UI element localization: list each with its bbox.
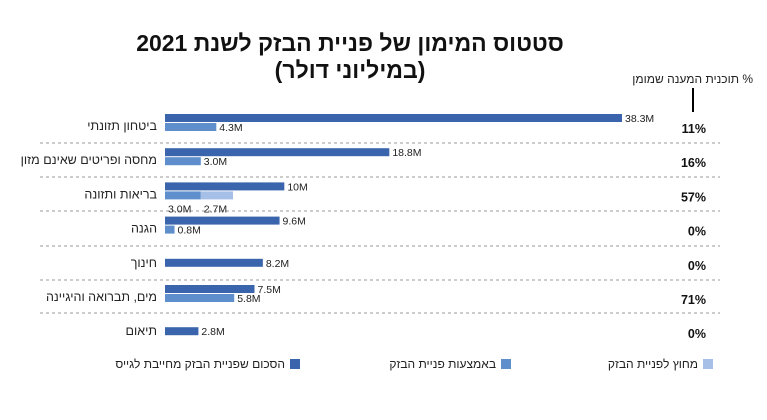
data-label-through-appeal: 5.8M (237, 293, 260, 305)
data-label-through-appeal: 3.0M (168, 203, 191, 215)
percent-funded-value: 57% (681, 190, 706, 204)
percent-header-tick (692, 88, 694, 112)
legend-label: מחוץ לפניית הבזק (608, 357, 698, 371)
bar-through-appeal (165, 294, 235, 302)
legend-label: באמצעות פניית הבזק (389, 357, 496, 371)
category-label: ביטחון תזונתי (87, 119, 157, 133)
data-label-required: 38.3M (625, 113, 654, 125)
data-label-required: 8.2M (266, 258, 289, 270)
data-label-through-appeal: 3.0M (204, 156, 227, 168)
category-label: חינוך (131, 256, 157, 270)
bar-through-appeal (165, 157, 201, 166)
legend-label: הסכום שפניית הבזק מחייבת לגייס (115, 357, 285, 371)
bar-through-appeal (165, 123, 217, 131)
bar-required (165, 182, 285, 191)
category-label: מים, תברואה והיגיינה (46, 290, 157, 304)
bar-through-appeal (165, 191, 201, 200)
percent-funded-value: 16% (681, 156, 706, 170)
percent-funded-value: 0% (688, 225, 706, 239)
percent-funded-header: % תוכנית המענה שמומן (632, 72, 753, 86)
bar-through-appeal (165, 225, 175, 234)
bar-required (165, 216, 280, 225)
bar-required (165, 148, 390, 157)
percent-funded-value: 0% (688, 327, 706, 341)
data-label-through-appeal: 4.3M (219, 122, 242, 134)
category-label: הגנה (131, 222, 157, 236)
data-label-required: 9.6M (283, 216, 306, 228)
percent-funded-value: 11% (682, 122, 706, 136)
category-label: תיאום (126, 324, 157, 338)
category-label: בריאות ותזונה (84, 187, 157, 201)
percent-funded-value: 0% (688, 259, 706, 273)
bar-required (165, 327, 199, 336)
legend-swatch (290, 359, 300, 369)
data-label-required: 7.5M (257, 284, 280, 296)
chart-title: סטטוס המימון של פניית הבזק לשנת 2021 (במ… (130, 30, 570, 84)
category-label: מחסה ופריטים שאינם מזון (21, 153, 157, 167)
data-label-required: 18.8M (392, 147, 421, 159)
legend-swatch (703, 359, 713, 369)
percent-funded-value: 71% (681, 293, 706, 307)
data-label-through-appeal: 0.8M (178, 225, 201, 237)
chart-title-main: סטטוס המימון של פניית הבזק לשנת 2021 (136, 30, 564, 56)
bar-required (165, 285, 255, 293)
legend-swatch (501, 359, 511, 369)
bar-outside-appeal (200, 191, 234, 200)
chart-subtitle: (במיליוני דולר) (274, 57, 426, 83)
data-label-outside-appeal: 2.7M (204, 203, 227, 215)
data-label-required: 10M (287, 181, 307, 193)
bar-required (165, 258, 263, 267)
bar-required (165, 114, 622, 122)
data-label-required: 2.8M (201, 326, 224, 338)
